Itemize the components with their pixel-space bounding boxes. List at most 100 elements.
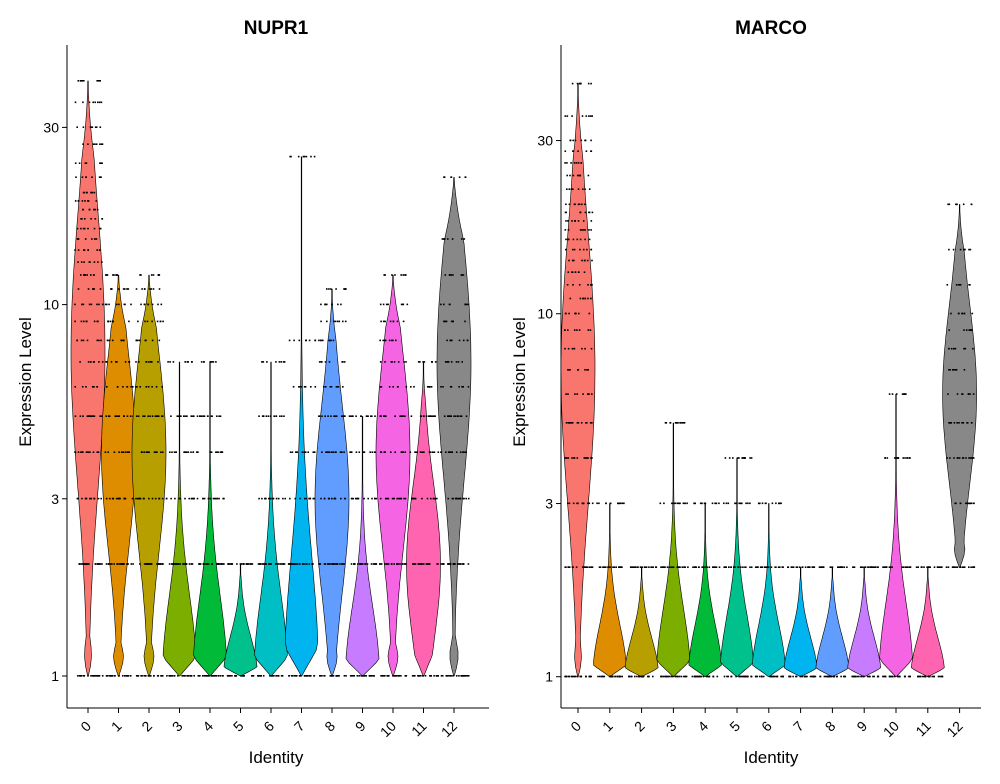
nupr1-point [81, 386, 84, 388]
nupr1-point [193, 675, 195, 677]
nupr1-point [333, 497, 336, 500]
marco-point [589, 422, 592, 424]
marco-point [953, 457, 955, 459]
nupr1-point [101, 361, 104, 363]
nupr1-point [353, 563, 355, 565]
marco-point [956, 457, 959, 459]
marco-point [585, 675, 587, 678]
nupr1-point [203, 497, 206, 500]
marco-point [711, 502, 714, 505]
marco-point [577, 150, 579, 152]
nupr1-point [137, 675, 140, 677]
nupr1-point [411, 497, 414, 500]
marco-point [579, 248, 581, 251]
nupr1-point [384, 339, 387, 342]
marco-point [590, 139, 592, 142]
marco-point [612, 566, 614, 568]
marco-point [908, 566, 911, 568]
nupr1-point [92, 675, 95, 677]
marco-point [573, 329, 576, 331]
nupr1-violin-points-10 [379, 274, 409, 677]
nupr1-point [462, 451, 464, 453]
marco-point [572, 139, 574, 142]
nupr1-point [332, 451, 334, 453]
marco-point [948, 329, 950, 331]
nupr1-point [392, 386, 394, 388]
marco-point [564, 312, 567, 315]
nupr1-point [449, 563, 452, 565]
nupr1-point [442, 386, 444, 388]
nupr1-violin-body-0 [70, 80, 106, 677]
nupr1-point [95, 200, 98, 202]
nupr1-point [251, 675, 253, 677]
marco-point [568, 566, 571, 568]
nupr1-point [410, 415, 413, 417]
marco-point [787, 566, 789, 568]
marco-point [587, 457, 589, 459]
nupr1-point [275, 497, 278, 500]
nupr1-point [116, 361, 118, 363]
marco-point [889, 566, 891, 568]
marco-point [568, 422, 570, 424]
marco-point [727, 675, 729, 678]
nupr1-point [88, 563, 90, 565]
marco-point [888, 393, 891, 395]
marco-point [650, 566, 652, 568]
marco-point [948, 248, 950, 251]
nupr1-point [341, 563, 344, 565]
nupr1-point [126, 415, 129, 417]
marco-point [587, 502, 589, 505]
nupr1-point [450, 320, 453, 323]
nupr1-point [370, 415, 372, 417]
nupr1-point [272, 675, 274, 677]
marco-point [696, 675, 699, 678]
marco-point [963, 347, 965, 350]
nupr1-violin-points-11 [409, 361, 440, 677]
marco-point [566, 162, 568, 164]
nupr1-point [91, 126, 94, 128]
marco-point [972, 566, 974, 568]
marco-point [564, 150, 567, 152]
nupr1-point [169, 675, 172, 677]
nupr1-point [379, 339, 381, 342]
marco-point [705, 675, 708, 678]
marco-point [565, 393, 567, 395]
nupr1-point [197, 451, 199, 453]
nupr1-point [391, 274, 393, 276]
marco-point [702, 566, 704, 568]
marco-y-tick-label: 30 [537, 133, 553, 149]
marco-point [782, 675, 784, 678]
nupr1-point [193, 415, 195, 417]
nupr1-point [384, 563, 386, 565]
marco-point [886, 457, 889, 459]
nupr1-point [397, 497, 400, 500]
nupr1-point [182, 675, 185, 677]
nupr1-point [208, 675, 210, 677]
marco-point [761, 566, 764, 568]
nupr1-point [384, 675, 386, 677]
nupr1-point [120, 563, 123, 565]
nupr1-point [301, 563, 304, 565]
nupr1-x-axis-title: Identity [249, 748, 304, 767]
nupr1-point [155, 415, 158, 417]
nupr1-point [434, 497, 436, 500]
marco-point [577, 188, 580, 190]
nupr1-point [334, 451, 337, 453]
marco-point [889, 675, 892, 678]
nupr1-point [467, 386, 470, 388]
marco-point [894, 675, 896, 678]
marco-point [567, 271, 570, 273]
nupr1-point [365, 675, 367, 677]
nupr1-point [118, 497, 121, 500]
marco-point [581, 347, 583, 350]
nupr1-point [453, 415, 455, 417]
marco-point [637, 566, 639, 568]
nupr1-y-axis-title: Expression Level [16, 317, 35, 446]
nupr1-point [123, 303, 126, 306]
nupr1-point [320, 320, 322, 323]
nupr1-point [459, 451, 462, 453]
marco-point [578, 174, 580, 177]
nupr1-violin-6 [254, 361, 288, 677]
nupr1-point [96, 303, 98, 306]
marco-point [694, 675, 696, 678]
